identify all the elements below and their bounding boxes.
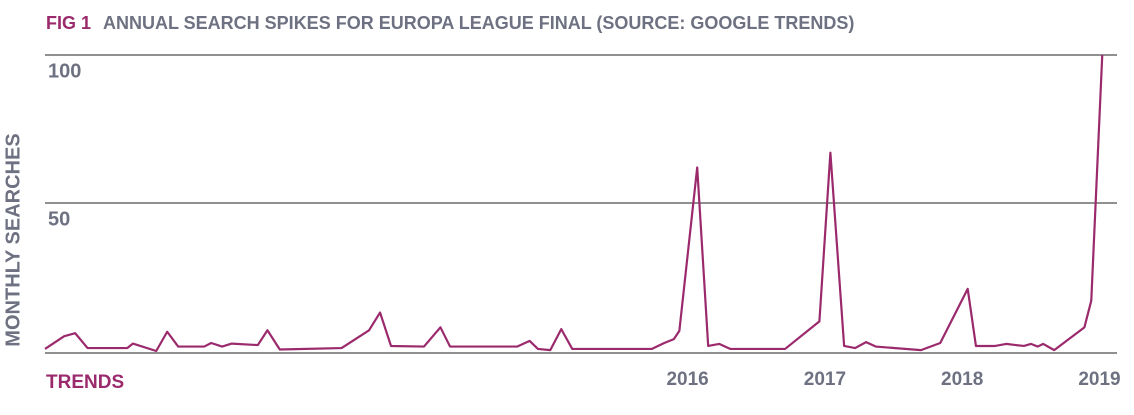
y-tick-label: 100 — [48, 60, 81, 82]
x-tick-label: 2016 — [666, 369, 708, 390]
y-axis-label: MONTHLY SEARCHES — [2, 133, 24, 346]
fig-label: FIG 1 — [46, 13, 91, 33]
x-tick-label: 2019 — [1078, 369, 1120, 390]
line — [44, 54, 1104, 353]
x-tick-label: 2017 — [804, 369, 846, 390]
chart-title: ANNUAL SEARCH SPIKES FOR EUROPA LEAGUE F… — [103, 13, 854, 33]
x-axis-label: TRENDS — [46, 372, 124, 393]
y-tick-label: 50 — [48, 208, 70, 230]
x-tick-label: 2018 — [941, 369, 983, 390]
